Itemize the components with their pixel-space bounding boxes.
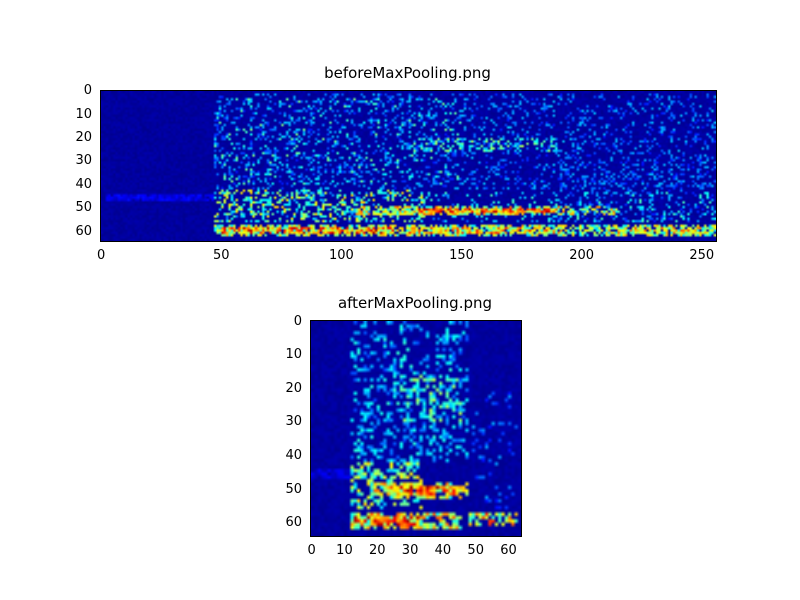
y-tick-label: 30 xyxy=(75,153,92,169)
x-tick-label: 0 xyxy=(307,543,316,558)
y-tick-label: 50 xyxy=(75,200,92,216)
x-tick-label: 150 xyxy=(449,248,474,263)
y-tick-label: 0 xyxy=(83,83,92,99)
y-tick-label: 60 xyxy=(75,223,92,239)
x-tick-label: 50 xyxy=(213,248,230,263)
before-maxpooling-heatmap-image xyxy=(101,91,716,241)
x-tick-label: 60 xyxy=(500,543,517,558)
y-tick-label: 20 xyxy=(75,130,92,146)
x-tick-label: 10 xyxy=(336,543,353,558)
x-tick-label: 50 xyxy=(467,543,484,558)
y-tick-label: 50 xyxy=(285,481,302,497)
before-maxpooling-axes xyxy=(100,90,717,242)
y-tick-label: 60 xyxy=(285,515,302,531)
after-maxpooling-title: afterMaxPooling.png xyxy=(337,294,493,312)
x-tick-label: 40 xyxy=(434,543,452,558)
after-maxpooling-heatmap-image xyxy=(311,321,521,536)
y-tick-label: 10 xyxy=(75,106,92,122)
x-tick-label: 200 xyxy=(569,248,595,263)
y-tick-label: 30 xyxy=(285,414,302,430)
x-tick-label: 100 xyxy=(329,248,354,263)
y-tick-label: 40 xyxy=(75,176,92,192)
after-maxpooling-axes xyxy=(310,320,522,537)
y-tick-label: 10 xyxy=(285,347,302,363)
x-tick-label: 250 xyxy=(689,248,715,263)
before-maxpooling-title: beforeMaxPooling.png xyxy=(324,64,491,82)
y-tick-label: 40 xyxy=(285,448,302,464)
x-tick-label: 20 xyxy=(368,543,386,558)
x-tick-label: 0 xyxy=(97,248,106,263)
x-tick-label: 30 xyxy=(401,543,419,558)
y-tick-label: 20 xyxy=(285,380,302,396)
y-tick-label: 0 xyxy=(293,313,302,329)
